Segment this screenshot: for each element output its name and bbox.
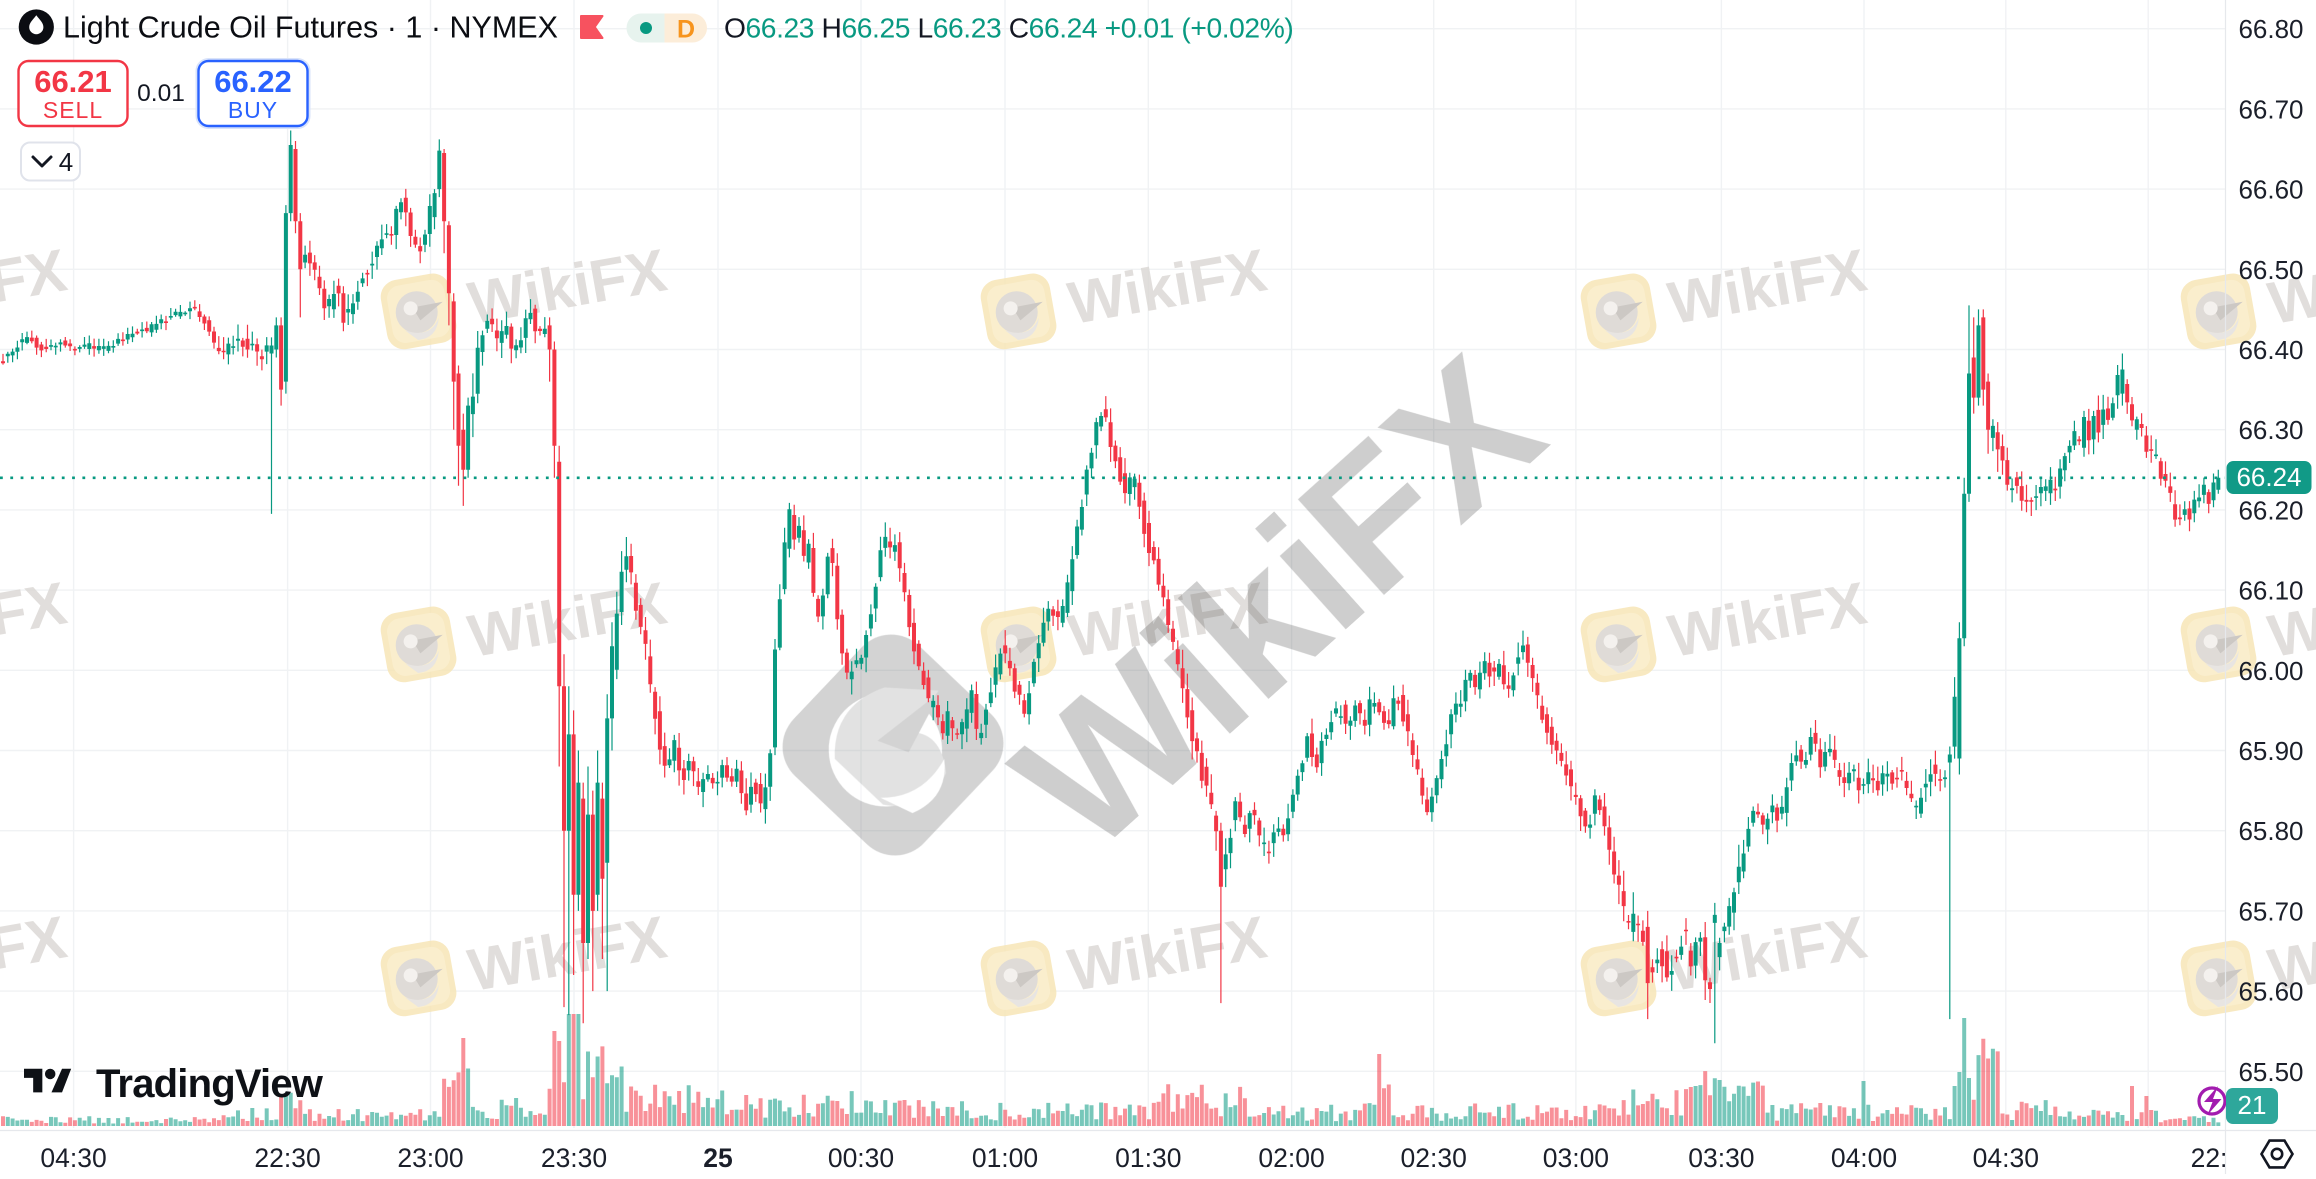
svg-text:66.30: 66.30 xyxy=(2238,415,2303,445)
svg-text:02:00: 02:00 xyxy=(1258,1143,1324,1173)
svg-text:03:30: 03:30 xyxy=(1688,1143,1754,1173)
svg-text:66.70: 66.70 xyxy=(2238,94,2303,124)
svg-text:O66.23 H66.25 L66.23 C66.24 +0: O66.23 H66.25 L66.23 C66.24 +0.01 (+0.02… xyxy=(724,12,1293,44)
svg-text:66.80: 66.80 xyxy=(2238,14,2303,44)
svg-text:66.00: 66.00 xyxy=(2238,656,2303,686)
svg-text:66.24: 66.24 xyxy=(2236,462,2301,492)
svg-text:0.01: 0.01 xyxy=(137,80,185,107)
svg-text:01:00: 01:00 xyxy=(972,1143,1038,1173)
svg-text:Light Crude Oil Futures · 1 ·: Light Crude Oil Futures · 1 · NYMEX xyxy=(63,11,558,45)
svg-text:02:30: 02:30 xyxy=(1401,1143,1467,1173)
svg-text:65.60: 65.60 xyxy=(2238,977,2303,1007)
svg-text:66.10: 66.10 xyxy=(2238,576,2303,606)
svg-text:03:00: 03:00 xyxy=(1543,1143,1609,1173)
svg-text:22:30: 22:30 xyxy=(254,1143,320,1173)
svg-text:65.70: 65.70 xyxy=(2238,896,2303,926)
svg-text:66.21: 66.21 xyxy=(34,64,112,99)
svg-text:04:30: 04:30 xyxy=(40,1143,106,1173)
svg-text:21: 21 xyxy=(2238,1090,2267,1120)
svg-text:TradingView: TradingView xyxy=(96,1062,324,1106)
svg-text:65.50: 65.50 xyxy=(2238,1057,2303,1087)
svg-text:23:30: 23:30 xyxy=(541,1143,607,1173)
svg-text:SELL: SELL xyxy=(43,97,103,123)
svg-text:BUY: BUY xyxy=(228,97,278,123)
svg-text:00:30: 00:30 xyxy=(828,1143,894,1173)
svg-text:04:00: 04:00 xyxy=(1831,1143,1897,1173)
svg-text:D: D xyxy=(677,16,695,44)
svg-text:01:30: 01:30 xyxy=(1115,1143,1181,1173)
svg-text:65.90: 65.90 xyxy=(2238,736,2303,766)
svg-text:66.40: 66.40 xyxy=(2238,335,2303,365)
svg-text:65.80: 65.80 xyxy=(2238,816,2303,846)
svg-text:4: 4 xyxy=(59,147,73,177)
svg-text:66.60: 66.60 xyxy=(2238,175,2303,205)
svg-text:66.50: 66.50 xyxy=(2238,255,2303,285)
svg-text:66.20: 66.20 xyxy=(2238,495,2303,525)
svg-text:66.22: 66.22 xyxy=(214,64,292,99)
svg-text:23:00: 23:00 xyxy=(397,1143,463,1173)
svg-text:25: 25 xyxy=(703,1143,732,1173)
svg-text:22:: 22: xyxy=(2191,1143,2228,1173)
svg-text:04:30: 04:30 xyxy=(1973,1143,2039,1173)
